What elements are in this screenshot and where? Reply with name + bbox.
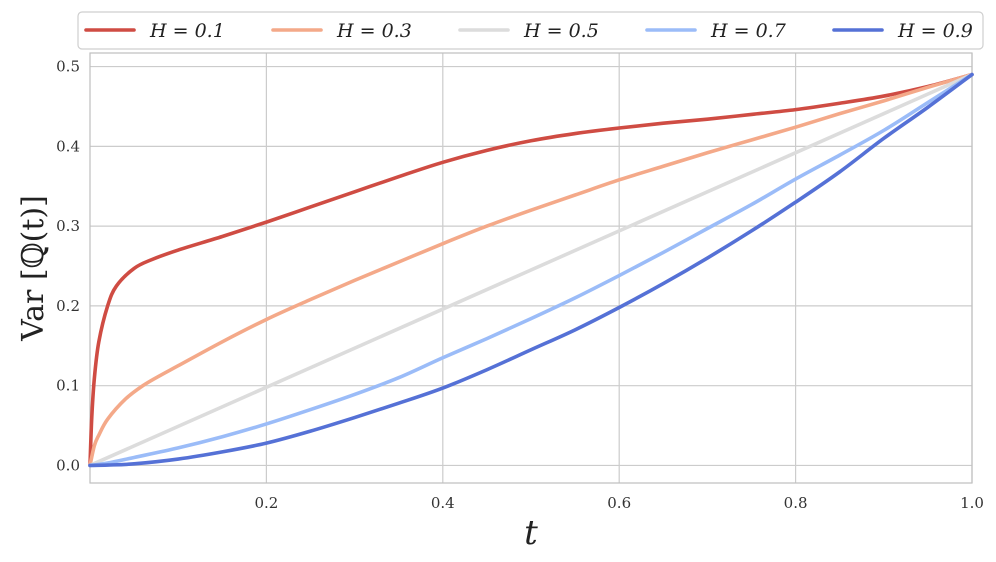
y-tick-label: 0.4 (56, 137, 80, 155)
x-axis-label: t (524, 513, 538, 553)
legend-label: H = 0.5 (523, 20, 599, 42)
grid (90, 53, 973, 483)
x-tick-label: 0.6 (607, 494, 631, 512)
x-tick-label: 0.8 (784, 494, 808, 512)
y-tick-label: 0.2 (56, 297, 80, 315)
series-line-3 (88, 72, 974, 468)
legend-label: H = 0.9 (897, 20, 973, 42)
series-lines (88, 72, 974, 468)
y-tick-label: 0.0 (56, 456, 80, 474)
x-axis-ticks: 0.2 0.4 0.6 0.8 1.0 (254, 494, 983, 512)
x-tick-label: 1.0 (960, 494, 984, 512)
x-tick-label: 0.4 (431, 494, 455, 512)
series-line-4 (88, 72, 974, 468)
legend-item: H = 0.9 (832, 20, 973, 42)
y-axis-label: Var [ℚ(t)] (16, 195, 51, 342)
legend-label: H = 0.3 (336, 20, 412, 42)
legend-item: H = 0.7 (645, 20, 787, 42)
legend-item: H = 0.5 (458, 20, 599, 42)
series-line-2 (88, 72, 974, 468)
legend: H = 0.1 H = 0.3 H = 0.5 H = 0.7 H = 0.9 (77, 11, 984, 50)
legend-label: H = 0.1 (149, 20, 225, 42)
legend-item: H = 0.1 (84, 20, 225, 42)
y-tick-label: 0.3 (56, 217, 80, 235)
plot-frame (89, 52, 973, 484)
x-tick-label: 0.2 (254, 494, 278, 512)
legend-box (77, 11, 984, 50)
y-tick-label: 0.1 (56, 377, 80, 395)
legend-label: H = 0.7 (710, 20, 787, 42)
y-axis-ticks: 0.0 0.1 0.2 0.3 0.4 0.5 (56, 58, 80, 475)
legend-item: H = 0.3 (271, 20, 412, 42)
y-tick-label: 0.5 (56, 58, 80, 76)
series-line-1 (88, 72, 974, 468)
series-line-0 (88, 72, 974, 468)
